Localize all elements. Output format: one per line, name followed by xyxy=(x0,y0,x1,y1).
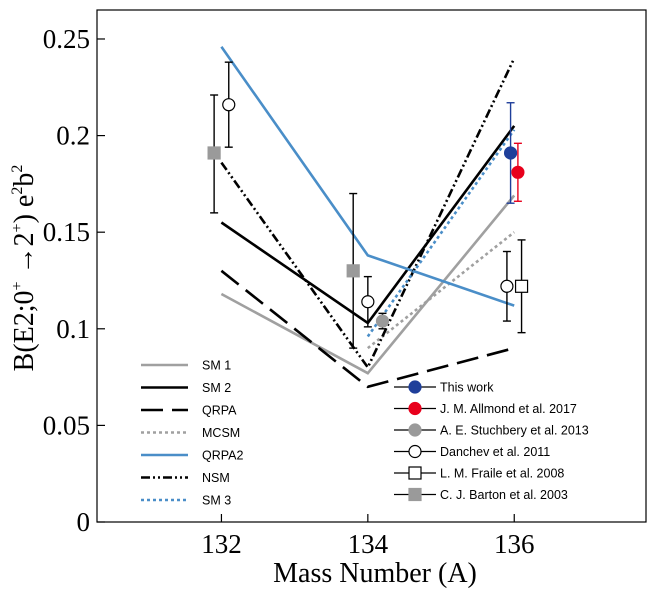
data-point-c-j-barton-et-al-2003 xyxy=(346,264,360,278)
data-point-j-m-allmond-et-al-2017 xyxy=(511,165,525,179)
legend-label: NSM xyxy=(202,471,230,485)
data-point-danchev-et-al-2011 xyxy=(500,279,514,293)
legend-label: A. E. Stuchbery et al. 2013 xyxy=(440,424,589,438)
legend-label: QRPA2 xyxy=(202,449,243,463)
data-point-danchev-et-al-2011 xyxy=(361,295,375,309)
legend-marker-this-work xyxy=(408,380,422,394)
y-axis-title: B(E2;0+ →2+) e2b2 xyxy=(9,165,40,372)
x-tick-label: 132 xyxy=(201,529,242,559)
legend-experiment: This work J. M. Allmond et al. 2017 A. E. … xyxy=(394,380,589,502)
data-point-danchev-et-al-2011 xyxy=(222,98,236,112)
plot-frame xyxy=(96,9,647,523)
legend-label: QRPA xyxy=(202,404,237,418)
legend-marker-a-e-stuchbery-et-al-2013 xyxy=(408,423,422,437)
legend-label: MCSM xyxy=(202,426,240,440)
series-line-qrpa xyxy=(220,269,515,389)
legend-label: This work xyxy=(440,381,494,395)
data-point-l-m-fraile-et-al-2008 xyxy=(514,279,529,293)
x-tick-label: 136 xyxy=(494,529,535,559)
x-axis: 132 134 136 xyxy=(201,514,534,559)
legend-marker-c-j-barton-et-al-2003 xyxy=(408,487,422,502)
theory-lines xyxy=(220,45,516,389)
data-point-c-j-barton-et-al-2003 xyxy=(207,146,221,160)
legend-theory: SM 1 SM 2 QRPA MCSM QRPA2 NSM SM 3 xyxy=(141,359,243,508)
legend-marker-j-m-allmond-et-al-2017 xyxy=(408,401,422,416)
y-tick-label: 0 xyxy=(77,507,91,537)
y-tick-label: 0.25 xyxy=(43,24,90,54)
y-axis: 0 0.05 0.1 0.15 0.2 0.25 xyxy=(43,24,105,537)
y-tick-label: 0.15 xyxy=(43,217,90,247)
legend-marker-danchev-et-al-2011 xyxy=(408,444,422,459)
series-line-sm-3 xyxy=(366,129,516,338)
experimental-points xyxy=(207,61,529,349)
y-tick-label: 0.1 xyxy=(56,314,90,344)
y-tick-label: 0.05 xyxy=(43,410,90,440)
series-line-mcsm xyxy=(366,231,516,350)
legend-marker-l-m-fraile-et-al-2008 xyxy=(408,466,422,480)
legend-label: SM 3 xyxy=(202,494,231,508)
x-tick-label: 134 xyxy=(348,529,389,559)
legend-label: L. M. Fraile et al. 2008 xyxy=(440,467,564,481)
series-line-sm-1 xyxy=(220,194,516,375)
legend-label: J. M. Allmond et al. 2017 xyxy=(440,402,577,416)
legend-label: SM 1 xyxy=(202,359,231,373)
series-line-nsm xyxy=(220,57,516,370)
legend-label: SM 2 xyxy=(202,381,231,395)
legend-label: Danchev et al. 2011 xyxy=(440,445,550,459)
x-axis-title: Mass Number (A) xyxy=(273,558,477,589)
legend-label: C. J. Barton et al. 2003 xyxy=(440,488,568,502)
series-line-qrpa2 xyxy=(220,45,515,307)
y-tick-label: 0.2 xyxy=(56,121,90,151)
data-point-this-work xyxy=(503,146,518,160)
data-point-a-e-stuchbery-et-al-2013 xyxy=(375,314,390,328)
